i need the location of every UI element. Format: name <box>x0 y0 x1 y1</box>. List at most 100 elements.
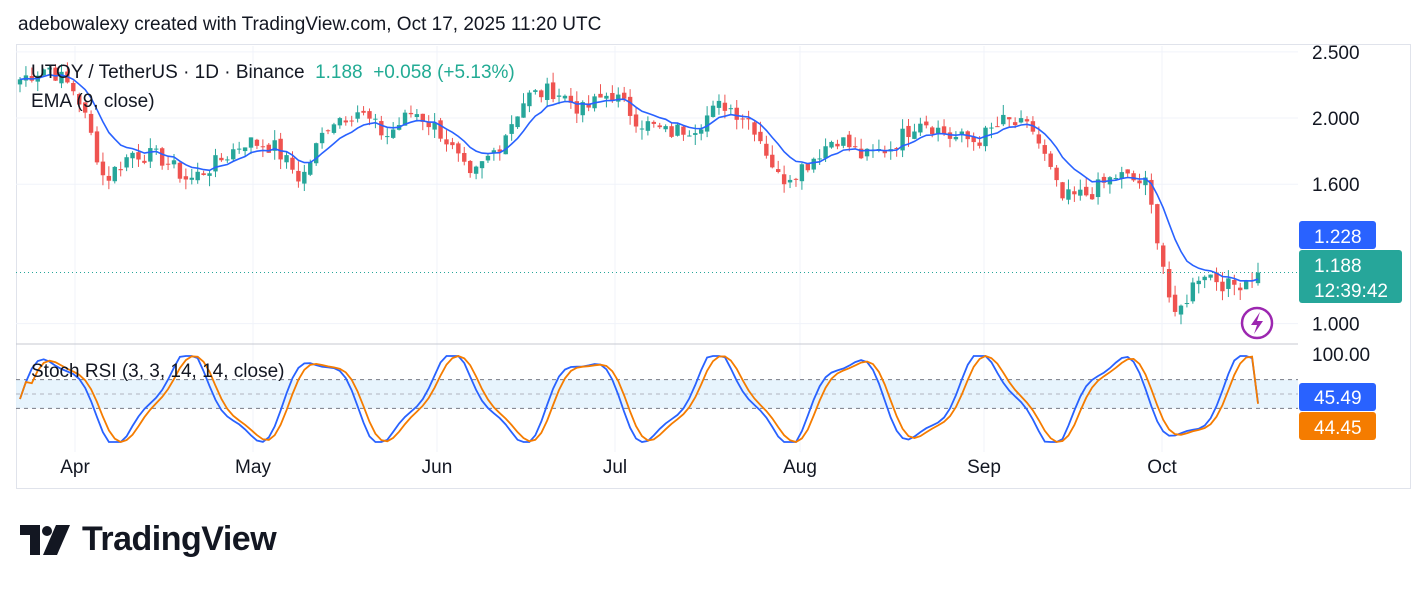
candle-body <box>136 152 141 160</box>
candle-body <box>853 146 858 148</box>
candle-body <box>355 112 360 119</box>
candle-body <box>752 122 757 135</box>
time-tick-label: Oct <box>1147 457 1177 478</box>
symbol-legend[interactable]: UTOY / TetherUS · 1D · Binance 1.188 +0.… <box>31 62 515 84</box>
price-tick-label: 1.600 <box>1312 175 1360 196</box>
candle-body <box>1125 169 1130 174</box>
candle-body <box>1255 272 1261 284</box>
candle-body <box>462 152 467 162</box>
price-tick-label: 2.500 <box>1312 43 1360 64</box>
candle-body <box>485 155 491 161</box>
candle-body <box>1036 134 1042 144</box>
stoch-legend[interactable]: Stoch RSI (3, 3, 14, 14, close) <box>31 361 285 382</box>
candle-body <box>77 94 82 105</box>
candle-body <box>580 102 585 116</box>
candle-body <box>106 175 112 181</box>
candle-body <box>1137 180 1142 184</box>
candle-body <box>799 164 805 182</box>
candle-body <box>858 148 864 159</box>
candle-body <box>627 96 633 116</box>
symbol-price: 1.188 <box>315 62 363 83</box>
candle-body <box>1042 145 1047 154</box>
candle-body <box>349 120 354 122</box>
candle-body <box>704 115 710 132</box>
ema-line <box>19 73 1259 282</box>
candle-body <box>373 118 378 120</box>
candle-body <box>473 166 479 174</box>
candle-body <box>918 123 923 133</box>
candle-body <box>260 146 266 148</box>
ema-legend[interactable]: EMA (9, close) <box>31 91 155 112</box>
candle-body <box>94 131 100 163</box>
candle-body <box>444 139 449 145</box>
candle-body <box>989 127 994 129</box>
stoch-k-line <box>19 355 1259 443</box>
candle-body <box>1018 118 1024 123</box>
candle-body <box>941 126 947 135</box>
candle-body <box>207 173 212 176</box>
candle-body <box>1101 176 1107 183</box>
candle-body <box>426 122 431 128</box>
candle-body <box>533 90 538 92</box>
candle-body <box>645 121 651 131</box>
candle-body <box>171 160 177 165</box>
stoch-d-line <box>19 355 1259 443</box>
candle-body <box>894 148 899 150</box>
candle-body <box>598 93 603 98</box>
candle-body <box>17 79 23 85</box>
candle-body <box>539 90 544 98</box>
candle-body <box>118 169 123 171</box>
candle-body <box>331 124 337 133</box>
candle-body <box>544 83 550 100</box>
candle-body <box>1072 191 1077 195</box>
candle-body <box>219 157 224 161</box>
candle-body <box>308 162 313 175</box>
candle-body <box>420 113 425 122</box>
candle-body <box>971 136 976 143</box>
candle-body <box>924 121 929 126</box>
badge-ema-value: 1.228 <box>1314 227 1362 248</box>
candle-body <box>385 136 390 138</box>
candle-body <box>100 161 106 176</box>
candle-body <box>770 154 775 168</box>
candle-body <box>1155 204 1160 244</box>
candle-body <box>758 131 763 142</box>
candle-body <box>930 127 935 135</box>
candle-body <box>864 148 870 157</box>
candle-body <box>124 157 129 168</box>
badge-ema: 1.228 <box>1299 221 1376 249</box>
candle-body <box>59 71 64 84</box>
symbol-change: +0.058 (+5.13%) <box>373 62 515 83</box>
candle-body <box>302 171 307 184</box>
candle-body <box>82 102 88 113</box>
candle-body <box>604 95 609 99</box>
candle-body <box>633 114 639 127</box>
candle-body <box>574 101 580 114</box>
candle-body <box>776 169 781 172</box>
candle-body <box>556 95 562 97</box>
candle-body <box>1226 278 1231 289</box>
candle-body <box>71 83 76 92</box>
lightning-icon[interactable] <box>1240 306 1274 340</box>
candle-body <box>710 105 716 117</box>
candle-body <box>669 126 674 137</box>
candle-body <box>1024 119 1030 122</box>
candle-body <box>491 150 497 154</box>
candle-body <box>639 128 645 130</box>
symbol-title: UTOY / TetherUS · 1D · Binance <box>31 62 305 83</box>
candle-body <box>497 149 502 152</box>
candle-body <box>284 155 289 163</box>
candle-body <box>112 166 117 182</box>
candle-body <box>1178 305 1184 315</box>
candle-body <box>88 113 94 133</box>
badge-stoch-k-value: 45.49 <box>1314 388 1362 409</box>
candle-body <box>148 148 153 162</box>
candle-body <box>165 163 171 165</box>
candle-body <box>1113 178 1119 180</box>
candle-body <box>1149 179 1154 205</box>
candle-body <box>195 171 200 181</box>
chart-frame[interactable] <box>16 44 1411 489</box>
candle-body <box>1243 280 1249 290</box>
badge-last-price: 1.188 12:39:42 <box>1299 250 1402 303</box>
